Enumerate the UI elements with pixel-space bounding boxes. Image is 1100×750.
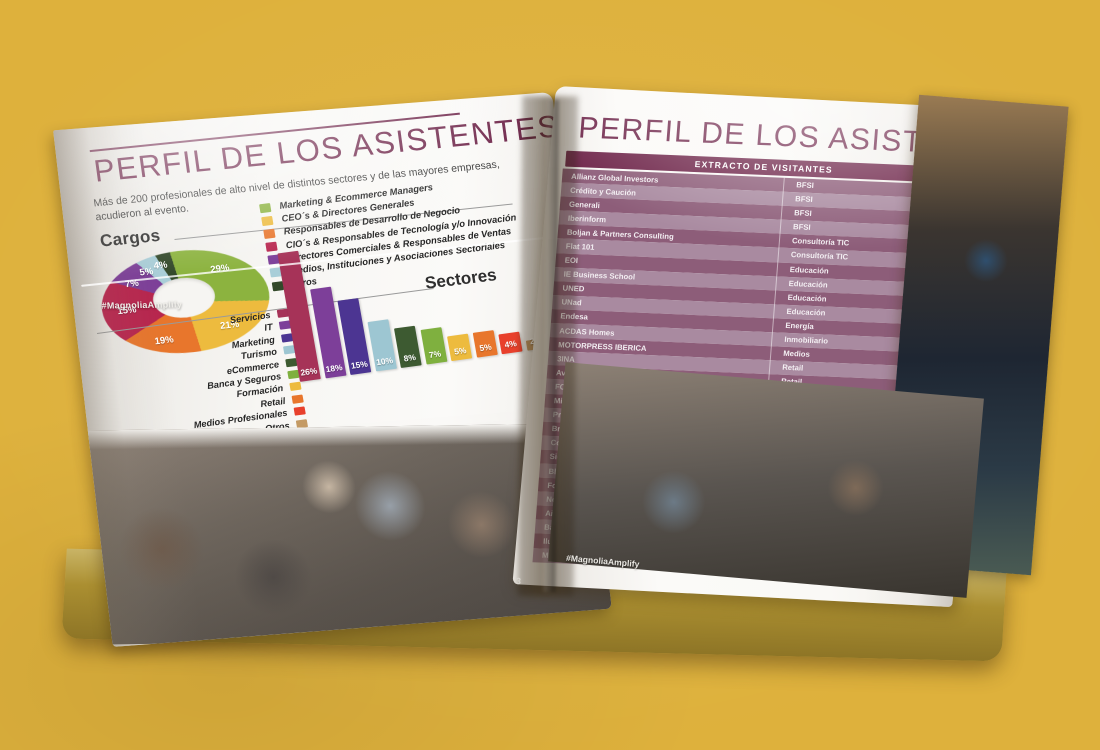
bar-legend-label: Retail	[259, 395, 287, 409]
bar-legend-swatch-icon	[291, 394, 304, 404]
donut-slice-label: 4%	[153, 259, 169, 273]
legend-swatch-icon	[263, 228, 276, 239]
bar-legend-swatch-icon	[289, 381, 302, 392]
page-number: 3	[515, 575, 522, 587]
hashtag-left: #MagnoliaAmplify	[101, 299, 183, 311]
legend-swatch-icon	[258, 202, 272, 213]
legend-swatch-icon	[261, 215, 274, 226]
bar-legend-swatch-icon	[293, 406, 306, 416]
bar-legend-label: IT	[263, 322, 274, 334]
